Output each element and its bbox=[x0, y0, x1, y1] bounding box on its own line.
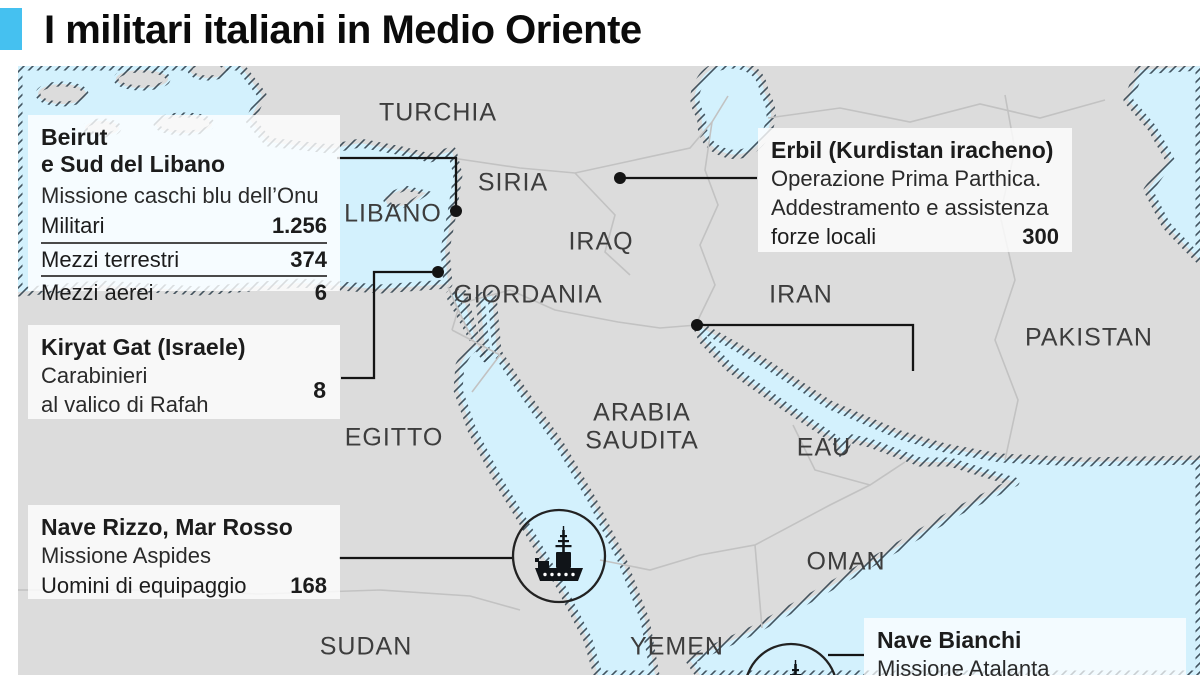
beirut-location-dot bbox=[450, 205, 462, 217]
country-label-pakistan: PAKISTAN bbox=[1025, 323, 1153, 352]
header: I militari italiani in Medio Oriente bbox=[0, 0, 1200, 62]
stat-row: Mezzi aerei 6 bbox=[41, 277, 327, 309]
callout-text: Carabinieri bbox=[41, 362, 148, 388]
stat-value: 168 bbox=[290, 572, 327, 598]
stat-label: Mezzi terrestri bbox=[41, 246, 180, 272]
stat-label: forze locali bbox=[771, 224, 877, 250]
callout-nave-bianchi: Nave Bianchi Missione Atalanta bbox=[864, 618, 1186, 681]
stat-row: Uomini di equipaggio 168 bbox=[41, 570, 327, 602]
country-label-turchia: TURCHIA bbox=[378, 98, 498, 127]
callout-title: Kiryat Gat (Israele) bbox=[41, 334, 246, 360]
callout-text: Operazione Prima Parthica. bbox=[771, 165, 1042, 191]
callout-beirut: Beirut e Sud del Libano Missione caschi … bbox=[28, 115, 340, 305]
callout-title: Nave Bianchi bbox=[877, 627, 1022, 653]
callout-title: Nave Rizzo, Mar Rosso bbox=[41, 514, 293, 540]
stat-row: Militari 1.256 bbox=[41, 210, 327, 244]
callout-title: Erbil (Kurdistan iracheno) bbox=[771, 137, 1054, 163]
callout-title: e Sud del Libano bbox=[41, 150, 226, 177]
aegean-island bbox=[113, 67, 171, 91]
country-label-yemen: YEMEN bbox=[630, 632, 724, 661]
stat-value: 6 bbox=[314, 280, 327, 306]
callout-text: Missione Aspides bbox=[41, 542, 211, 568]
persian-gulf-arabian-sea bbox=[685, 320, 1200, 675]
callout-text: Missione Atalanta bbox=[877, 655, 1050, 681]
callout-erbil: Erbil (Kurdistan iracheno) Operazione Pr… bbox=[758, 128, 1072, 252]
stat-label: Uomini di equipaggio bbox=[41, 572, 247, 598]
stat-row: forze locali 300 bbox=[771, 221, 1059, 253]
stat-value: 1.256 bbox=[271, 213, 327, 239]
callout-subtitle: Missione caschi blu dell’Onu bbox=[41, 183, 319, 209]
callout-text: Addestramento e assistenza bbox=[771, 194, 1049, 220]
country-label-arabia-saudita: ARABIA SAUDITA bbox=[585, 398, 699, 454]
erbil-location-dot bbox=[614, 172, 626, 184]
country-label-sudan: SUDAN bbox=[319, 632, 413, 661]
callout-text: al valico di Rafah bbox=[41, 391, 209, 417]
country-label-iraq: IRAQ bbox=[568, 227, 634, 256]
kuwait-location-dot bbox=[691, 319, 703, 331]
stat-label: Mezzi aerei bbox=[41, 280, 154, 306]
nave-bianchi-circle bbox=[746, 642, 836, 675]
stat-value: 300 bbox=[1022, 224, 1059, 250]
accent-square bbox=[0, 8, 22, 50]
stat-value: 8 bbox=[313, 377, 326, 403]
country-label-egitto: EGITTO bbox=[344, 423, 444, 452]
aegean-island bbox=[35, 81, 89, 107]
country-label-iran: IRAN bbox=[769, 280, 833, 309]
cyprus-island bbox=[382, 185, 433, 210]
country-label-siria: SIRIA bbox=[477, 168, 549, 197]
country-label-oman: OMAN bbox=[806, 547, 886, 576]
callout-title: Beirut bbox=[41, 124, 108, 150]
kiryat-location-dot bbox=[432, 266, 444, 278]
stat-value: 374 bbox=[290, 246, 327, 272]
country-label-giordania: GIORDANIA bbox=[453, 280, 603, 309]
country-label-libano: LIBANO bbox=[344, 199, 442, 228]
caspian-east-shore bbox=[1123, 66, 1200, 265]
nave-rizzo-circle bbox=[511, 508, 607, 604]
country-label-eau: EAU bbox=[796, 433, 852, 462]
aegean-island bbox=[187, 66, 229, 81]
red-sea bbox=[445, 288, 660, 675]
callout-nave-rizzo: Nave Rizzo, Mar Rosso Missione Aspides U… bbox=[28, 505, 340, 599]
callout-kiryat-gat: Kiryat Gat (Israele) Carabinieri al vali… bbox=[28, 325, 340, 419]
stat-label: Militari bbox=[41, 213, 105, 239]
stat-row: Mezzi terrestri 374 bbox=[41, 244, 327, 278]
page-title: I militari italiani in Medio Oriente bbox=[44, 8, 642, 52]
callout-connectors bbox=[337, 156, 915, 657]
